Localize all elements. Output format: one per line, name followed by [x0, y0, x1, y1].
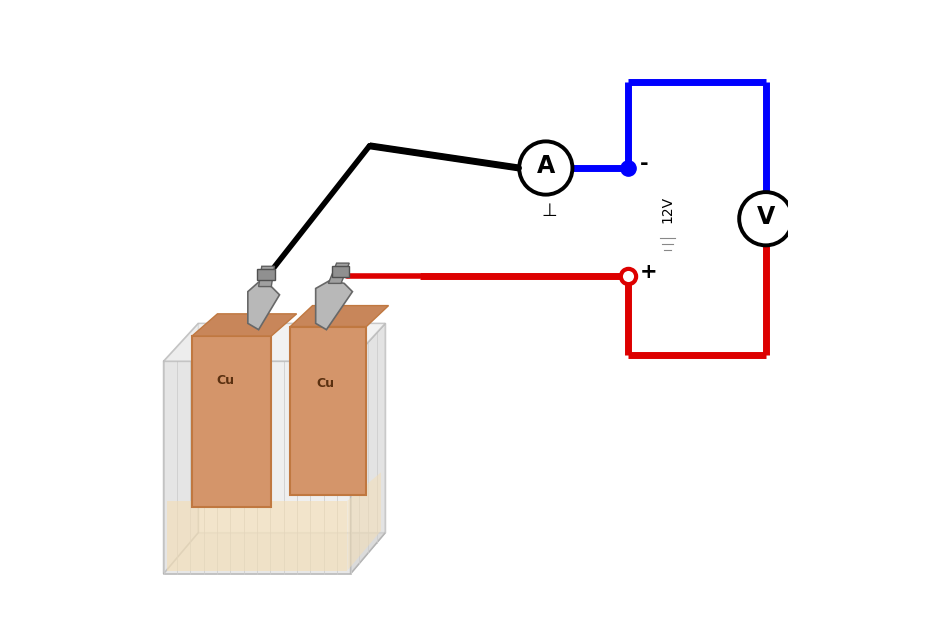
Polygon shape	[164, 323, 385, 361]
Circle shape	[739, 192, 792, 245]
Polygon shape	[192, 314, 297, 336]
Polygon shape	[290, 306, 389, 327]
Circle shape	[519, 141, 573, 195]
Polygon shape	[290, 327, 366, 495]
Text: -: -	[640, 154, 648, 174]
Polygon shape	[164, 323, 199, 574]
Bar	[257, 269, 275, 280]
Text: 12V: 12V	[660, 196, 674, 223]
Polygon shape	[167, 501, 348, 571]
Text: Cu: Cu	[317, 377, 334, 390]
Text: V: V	[756, 205, 775, 229]
Polygon shape	[164, 361, 350, 574]
Polygon shape	[259, 266, 274, 287]
Polygon shape	[316, 280, 352, 330]
Text: ⊥: ⊥	[541, 202, 557, 220]
Polygon shape	[348, 472, 381, 571]
Text: +: +	[640, 262, 658, 282]
Polygon shape	[164, 533, 385, 574]
Polygon shape	[199, 323, 385, 533]
Polygon shape	[192, 336, 271, 507]
Polygon shape	[329, 263, 349, 283]
Bar	[332, 266, 349, 277]
Polygon shape	[350, 323, 385, 574]
Polygon shape	[248, 282, 280, 330]
Text: A: A	[537, 154, 555, 178]
Text: Cu: Cu	[216, 374, 234, 387]
